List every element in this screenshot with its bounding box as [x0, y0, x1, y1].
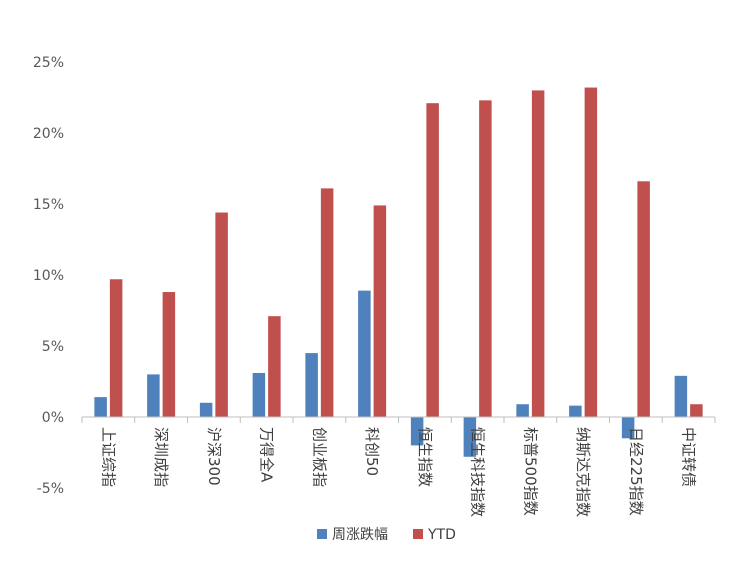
- y-tick-label: 20%: [33, 126, 64, 142]
- y-tick-label: 0%: [42, 410, 64, 426]
- bar: [584, 87, 598, 417]
- bar: [109, 279, 123, 417]
- bar: [268, 316, 281, 417]
- legend-swatch: [413, 529, 423, 539]
- bar: [358, 290, 371, 417]
- y-tick-label: 15%: [33, 197, 64, 213]
- bar: [463, 417, 477, 457]
- bar: [94, 397, 107, 417]
- y-tick-label: -5%: [37, 481, 64, 497]
- category-label: 纳斯达克指数: [574, 427, 592, 517]
- bar: [215, 212, 228, 417]
- category-label: 创业板指: [310, 427, 328, 487]
- bar: [674, 375, 688, 417]
- bar: [479, 100, 492, 417]
- category-labels: 上证综指 深圳成指 沪深300 万得全A 创业板指 科创50 恒生指数 恒生科技指数 标普500…: [99, 427, 697, 517]
- bar: [320, 188, 334, 417]
- bar: [637, 181, 650, 417]
- bar: [373, 205, 387, 417]
- category-label: 日经225指数: [627, 427, 645, 516]
- bar: [147, 374, 160, 417]
- bar: [305, 353, 318, 417]
- bar: [252, 372, 266, 417]
- legend-swatch: [317, 529, 327, 539]
- category-label: 恒生科技指数: [469, 427, 487, 517]
- legend-label: YTD: [427, 527, 456, 543]
- bar: [569, 405, 582, 417]
- category-label: 恒生指数: [416, 427, 434, 487]
- bars: [94, 87, 703, 457]
- bar: [410, 417, 424, 446]
- category-label: 沪深300: [205, 427, 223, 486]
- bar: [621, 417, 635, 439]
- bar: [199, 402, 213, 417]
- bar: [690, 404, 703, 417]
- bar: [516, 404, 529, 417]
- category-label: 中证转债: [680, 427, 698, 487]
- category-label: 标普500指数: [521, 427, 539, 516]
- y-tick-label: 10%: [33, 268, 64, 284]
- bar: [426, 103, 439, 418]
- category-label: 上证综指: [99, 427, 117, 487]
- category-label: 科创50: [363, 427, 381, 476]
- y-tick-label: 5%: [42, 339, 64, 355]
- category-label: 深圳成指: [152, 427, 170, 487]
- y-tick-label: 25%: [33, 55, 64, 71]
- legend: 周涨跌幅 YTD: [317, 527, 456, 543]
- y-axis-ticks: 25% 20% 15% 10% 5% 0% -5%: [33, 55, 64, 497]
- x-axis-tick-marks: [81, 417, 716, 423]
- legend-label: 周涨跌幅: [332, 527, 388, 543]
- bar: [162, 292, 176, 417]
- category-label: 万得全A: [258, 427, 276, 483]
- bar: [531, 90, 545, 418]
